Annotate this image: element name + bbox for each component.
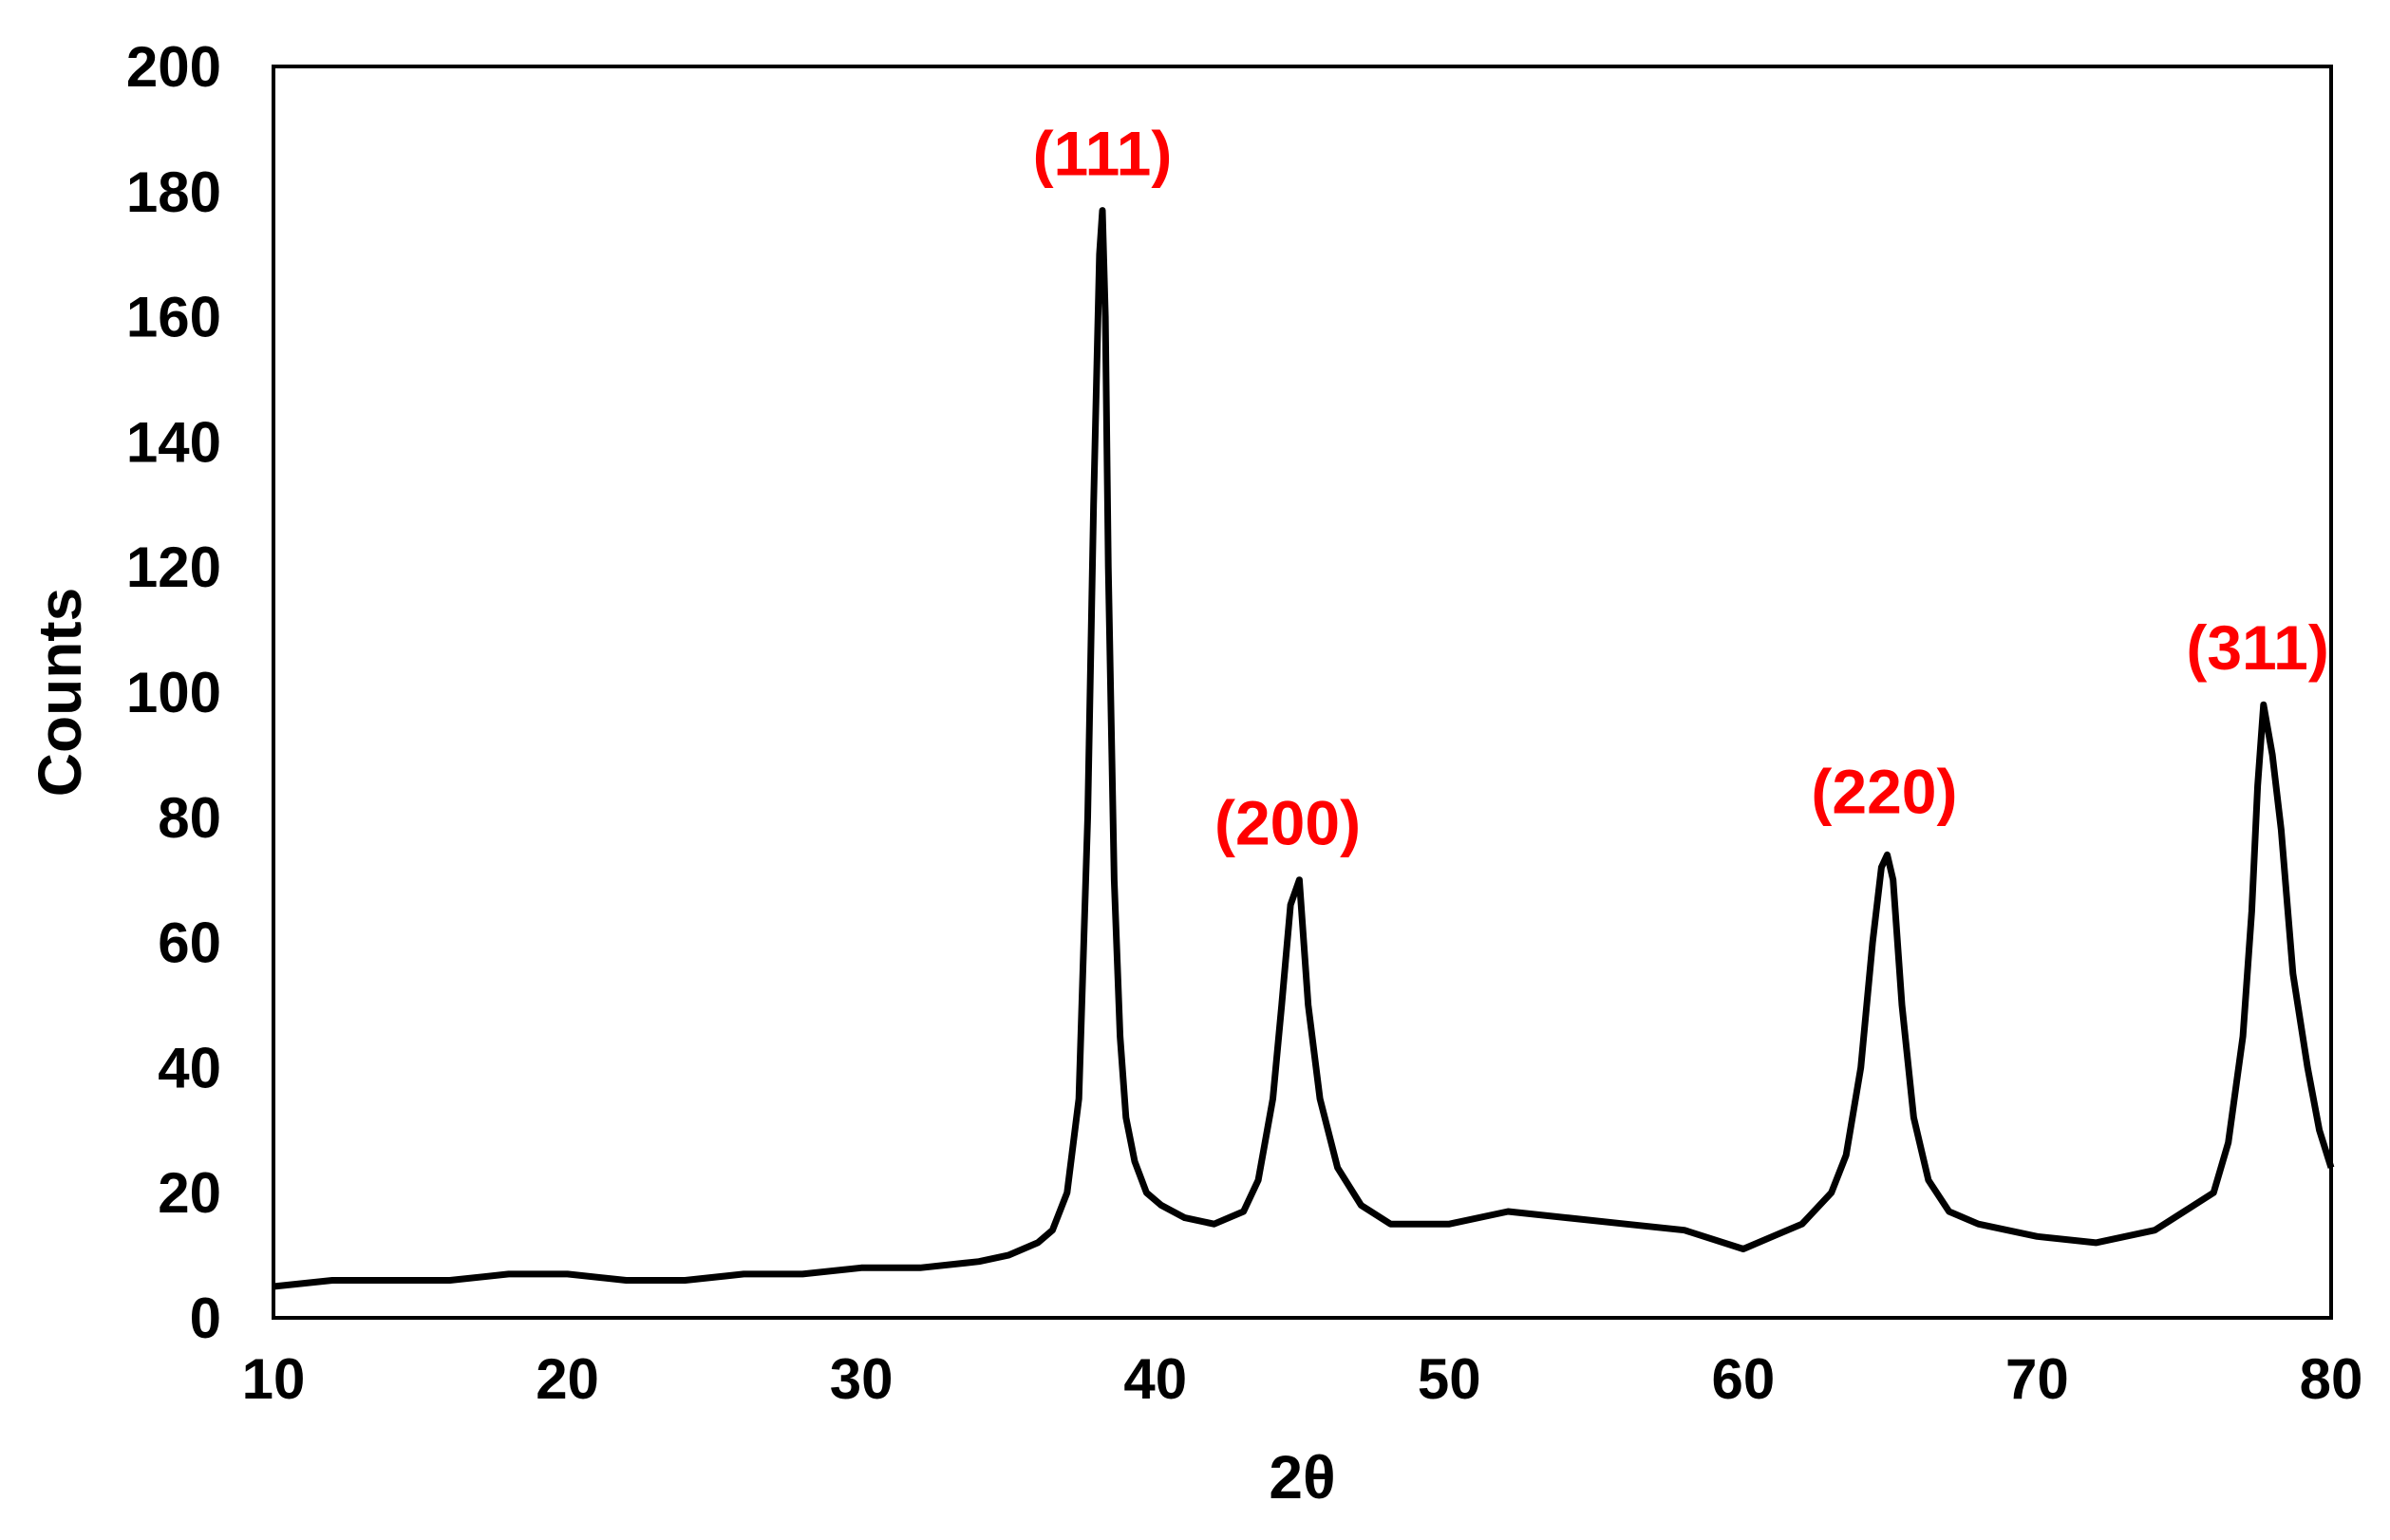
x-tick-label: 40 xyxy=(1123,1347,1187,1411)
plot-frame xyxy=(272,65,2333,1320)
y-tick-label: 140 xyxy=(126,410,221,474)
peak-label: (311) xyxy=(2186,612,2328,683)
y-tick-label: 100 xyxy=(126,661,221,724)
x-tick-label: 50 xyxy=(1418,1347,1481,1411)
x-tick-label: 30 xyxy=(830,1347,894,1411)
y-tick-label: 80 xyxy=(158,786,221,850)
y-tick-label: 20 xyxy=(158,1161,221,1225)
peak-label: (220) xyxy=(1811,756,1957,826)
y-tick-label: 200 xyxy=(126,35,221,99)
peak-label: (200) xyxy=(1214,787,1361,857)
y-tick-label: 40 xyxy=(158,1036,221,1099)
counts-series-line xyxy=(273,207,2335,1290)
y-axis-title: Counts xyxy=(26,588,94,797)
x-tick-label: 20 xyxy=(536,1347,599,1411)
peak-label: (111) xyxy=(1033,118,1173,188)
y-tick-label: 120 xyxy=(126,535,221,599)
x-tick-label: 60 xyxy=(1711,1347,1775,1411)
x-axis-tick-labels: 10 20 30 40 50 60 70 80 xyxy=(242,1347,2363,1411)
y-tick-label: 0 xyxy=(190,1286,221,1350)
x-tick-label: 70 xyxy=(2005,1347,2069,1411)
x-tick-label: 10 xyxy=(242,1347,306,1411)
x-axis-title: 2θ xyxy=(1269,1443,1335,1512)
peak-annotations: (111) (200) (220) (311) xyxy=(1033,118,2329,857)
y-axis-tick-labels: 0 20 40 60 80 100 120 140 160 180 200 xyxy=(126,35,221,1350)
y-tick-label: 160 xyxy=(126,286,221,349)
x-tick-label: 80 xyxy=(2300,1347,2363,1411)
y-tick-label: 60 xyxy=(158,911,221,975)
y-tick-label: 180 xyxy=(126,160,221,224)
